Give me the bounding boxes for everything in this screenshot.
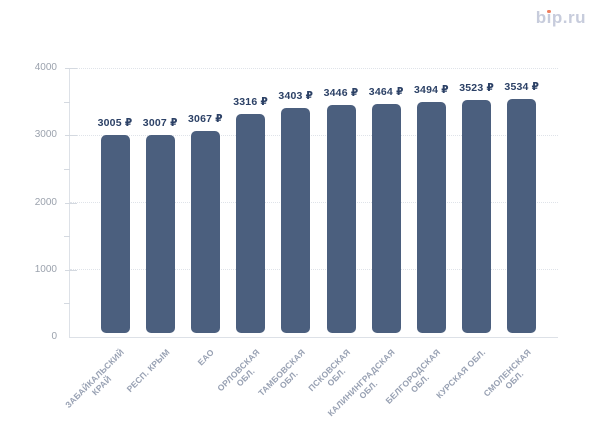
- bar-value-label: 3446 ₽: [323, 87, 359, 100]
- y-tick-minor: [64, 101, 70, 103]
- y-axis-label: 0: [51, 331, 57, 342]
- bar: [100, 134, 130, 333]
- logo-letter: r: [567, 8, 576, 27]
- logo-i-dot-icon: [547, 9, 551, 14]
- bar: [416, 102, 446, 333]
- x-axis-label: РЕСП. КРЫМ: [124, 347, 171, 394]
- x-axis-label-line: ЕАО: [196, 347, 217, 368]
- y-tick-minor: [64, 168, 70, 170]
- bar: [326, 105, 356, 333]
- gridline: [70, 134, 558, 136]
- logo-letter: .: [562, 8, 568, 27]
- y-axis-label: 2000: [34, 196, 57, 208]
- bar-value-label: 3403 ₽: [278, 90, 314, 103]
- y-tick-minor: [64, 236, 70, 238]
- x-axis-label: ЗАБАЙКАЛЬСКИЙ КРАЙ: [63, 347, 133, 417]
- bar-value-label: 3007 ₽: [142, 116, 178, 129]
- y-tick-major: [65, 135, 77, 137]
- y-tick-minor: [64, 303, 70, 305]
- plot-area: 3005 ₽ 3007 ₽ 3067 ₽ 3316 ₽ 3403 ₽ 3446 ₽ 3464…: [64, 67, 558, 338]
- y-axis-label: 4000: [34, 62, 57, 73]
- bar-value-label: 3316 ₽: [233, 96, 268, 108]
- x-axis-label-line: ЗАБАЙКАЛЬСКИЙ: [63, 347, 127, 410]
- bar: [507, 99, 537, 333]
- y-tick-major: [65, 269, 77, 271]
- logo: bı p.ru: [536, 8, 586, 28]
- bar: [236, 114, 266, 333]
- gridline: [70, 67, 558, 69]
- bar-value-label: 3523 ₽: [459, 82, 494, 95]
- gridline: [70, 202, 558, 203]
- bar: [190, 130, 220, 333]
- bar: [145, 134, 175, 333]
- bar: [371, 104, 401, 333]
- x-axis-label: ЕАО: [196, 347, 216, 367]
- bar: [281, 108, 311, 333]
- logo-letter: b: [535, 8, 547, 27]
- logo-letter: p: [551, 8, 563, 27]
- bar-value-label: 3067 ₽: [187, 112, 223, 125]
- logo-letter-i: ı: [546, 8, 552, 27]
- bar: [462, 100, 492, 333]
- y-axis-label: 3000: [34, 129, 57, 141]
- y-axis-label: 1000: [34, 263, 57, 275]
- y-tick-major: [65, 68, 77, 69]
- y-tick-major: [65, 202, 77, 204]
- x-axis-label: СМОЛЕНСКАЯ ОБЛ.: [481, 347, 540, 406]
- gridline: [70, 269, 558, 271]
- bar-value-label: 3464 ₽: [368, 86, 404, 99]
- bar-value-label: 3005 ₽: [97, 116, 133, 129]
- x-axis-label-line: РЕСП. КРЫМ: [124, 347, 172, 395]
- x-axis-label: ТАМБОВСКАЯ ОБЛ.: [256, 347, 314, 405]
- bar-value-label: 3494 ₽: [413, 84, 449, 97]
- bar-value-label: 3534 ₽: [504, 81, 540, 94]
- logo-letter: u: [575, 8, 586, 27]
